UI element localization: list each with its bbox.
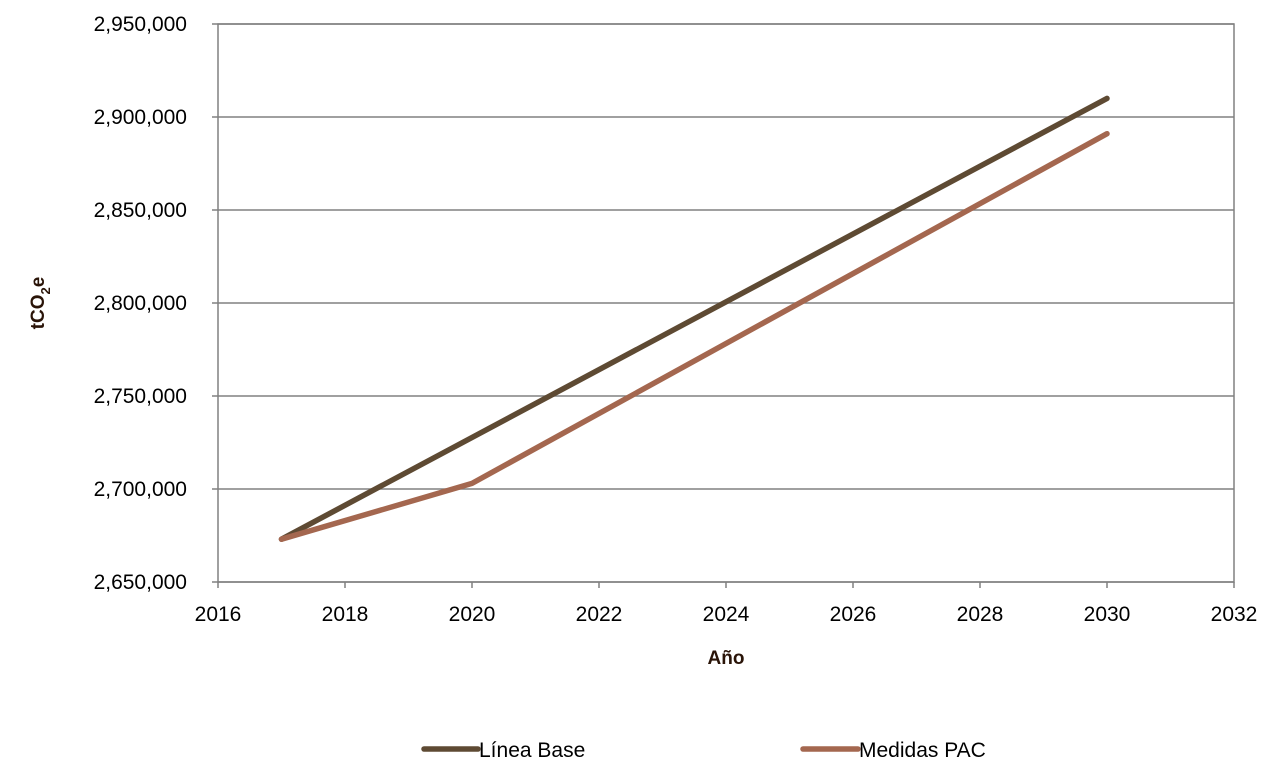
legend: Línea Base Medidas PAC	[421, 739, 986, 762]
y-tick-label: 2,950,000	[94, 13, 187, 36]
y-tick-label: 2,700,000	[94, 478, 187, 501]
y-tick-label: 2,750,000	[94, 385, 187, 408]
x-tick-label: 2024	[703, 603, 750, 626]
x-tick-label: 2032	[1211, 603, 1258, 626]
y-axis-title: tCO2e	[28, 277, 53, 330]
legend-label-1: Línea Base	[479, 739, 585, 762]
y-tick-label: 2,650,000	[94, 571, 187, 594]
x-tick-label: 2026	[830, 603, 877, 626]
series-line-1	[278, 95, 1110, 542]
legend-label-2: Medidas PAC	[859, 739, 986, 762]
x-axis-title: Año	[708, 648, 745, 669]
x-tick-label: 2018	[322, 603, 369, 626]
x-tick-label: 2030	[1084, 603, 1131, 626]
series-line-2	[278, 130, 1110, 542]
x-tick-label: 2022	[576, 603, 623, 626]
x-tick-label: 2016	[195, 603, 242, 626]
y-axis-title-main: tCO	[28, 294, 49, 329]
y-axis-ticks: 2,650,000 2,700,000 2,750,000 2,800,000 2,85…	[94, 13, 218, 594]
y-axis-title-subscript: 2	[38, 287, 53, 294]
y-tick-label: 2,800,000	[94, 292, 187, 315]
x-tick-label: 2020	[449, 603, 496, 626]
y-axis-title-tail: e	[28, 277, 49, 288]
x-axis-ticks: 2016 2018 2020 2022 2024 2026 2028 2030 2032	[195, 582, 1258, 626]
y-tick-label: 2,850,000	[94, 199, 187, 222]
x-tick-label: 2028	[957, 603, 1004, 626]
series-lines	[278, 95, 1110, 542]
y-tick-label: 2,900,000	[94, 106, 187, 129]
